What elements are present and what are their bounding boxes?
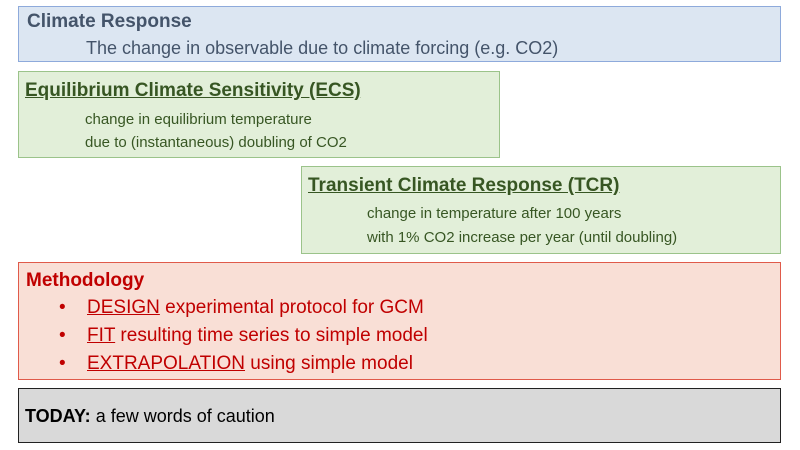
bullet-icon: • [59,353,66,374]
methodology-item: • DESIGN experimental protocol for GCM [59,298,424,317]
tcr-box: Transient Climate Response (TCR) change … [301,166,781,254]
climate-response-title: Climate Response [27,11,192,32]
ecs-title: Equilibrium Climate Sensitivity (ECS) [25,80,361,101]
today-text: a few words of caution [90,406,275,426]
climate-response-description: The change in observable due to climate … [86,38,559,58]
today-label: TODAY: [25,406,91,426]
methodology-title: Methodology [26,270,145,291]
methodology-text: resulting time series to simple model [115,325,428,346]
ecs-line-2: due to (instantaneous) doubling of CO2 [85,134,347,151]
methodology-keyword: FIT [87,325,116,346]
tcr-line-1: change in temperature after 100 years [367,205,622,222]
methodology-keyword: EXTRAPOLATION [87,353,246,374]
tcr-line-2: with 1% CO2 increase per year (until dou… [367,229,678,246]
methodology-text: using simple model [245,353,413,374]
methodology-box: Methodology • DESIGN experimental protoco… [18,262,781,380]
methodology-item: • FIT resulting time series to simple mod… [59,326,428,345]
climate-response-box: Climate Response The change in observabl… [18,6,781,62]
bullet-icon: • [59,325,66,346]
bullet-icon: • [59,297,66,318]
ecs-box: Equilibrium Climate Sensitivity (ECS) ch… [18,71,500,158]
methodology-text: experimental protocol for GCM [159,297,424,318]
ecs-line-1: change in equilibrium temperature [85,111,312,128]
today-box: TODAY: a few words of caution [18,388,781,443]
methodology-item: • EXTRAPOLATION using simple model [59,354,413,373]
tcr-title: Transient Climate Response (TCR) [308,175,620,196]
methodology-keyword: DESIGN [87,297,160,318]
today-line: TODAY: a few words of caution [25,407,275,426]
